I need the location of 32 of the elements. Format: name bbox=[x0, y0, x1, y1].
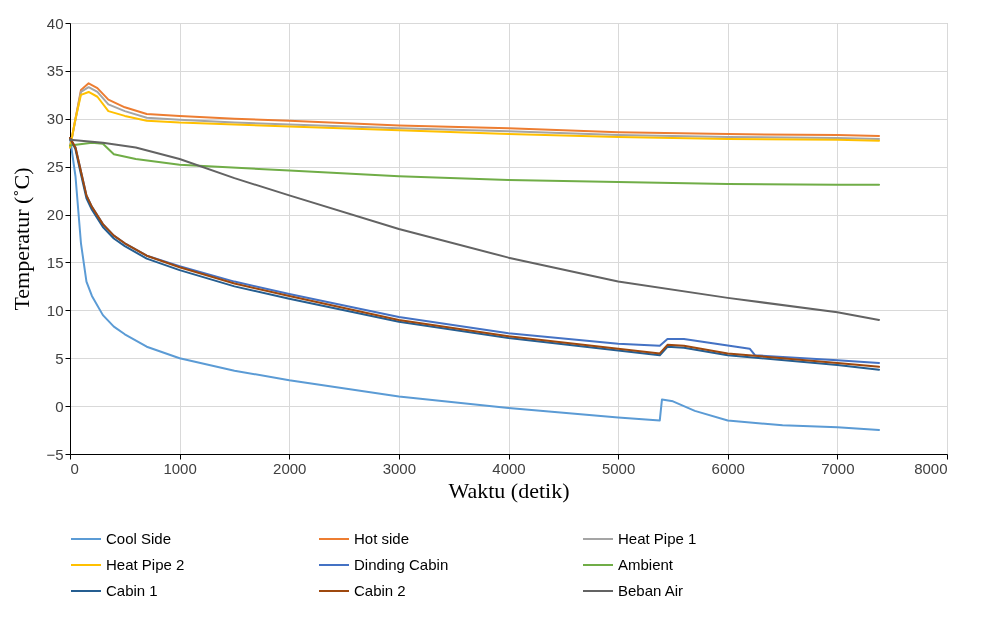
legend-label: Dinding Cabin bbox=[354, 556, 449, 573]
y-tick-label: 35 bbox=[46, 62, 64, 80]
y-axis-title: Temperatur (˚C) bbox=[9, 167, 35, 311]
y-tick-label: 25 bbox=[46, 158, 64, 176]
x-axis-title: Waktu (detik) bbox=[448, 477, 570, 503]
line-series bbox=[69, 138, 881, 321]
x-tick-label: 1000 bbox=[163, 459, 197, 477]
legend-label: Heat Pipe 2 bbox=[106, 556, 185, 573]
legend-label: Ambient bbox=[618, 556, 674, 573]
y-tick-label: 30 bbox=[46, 110, 64, 128]
legend-label: Heat Pipe 1 bbox=[618, 530, 697, 547]
legend-label: Beban Air bbox=[618, 582, 684, 599]
line-series bbox=[69, 141, 881, 186]
legend-label: Cabin 1 bbox=[106, 582, 158, 599]
y-tick-label: 0 bbox=[55, 397, 64, 415]
x-tick-label: 6000 bbox=[711, 459, 745, 477]
y-tick-label: 5 bbox=[55, 349, 64, 367]
y-tick-label: −5 bbox=[46, 445, 64, 463]
legend-label: Cool Side bbox=[106, 530, 172, 547]
x-tick-label: 0 bbox=[70, 459, 79, 477]
y-tick-label: 15 bbox=[46, 253, 64, 271]
legend-label: Cabin 2 bbox=[354, 582, 406, 599]
y-tick-label: 40 bbox=[46, 14, 64, 32]
x-tick-label: 3000 bbox=[382, 459, 417, 477]
x-tick-label: 2000 bbox=[273, 459, 307, 477]
x-tick-label: 8000 bbox=[914, 459, 948, 477]
legend-label: Hot side bbox=[354, 530, 410, 547]
x-tick-label: 4000 bbox=[492, 459, 526, 477]
y-tick-label: 10 bbox=[46, 301, 64, 319]
x-tick-label: 5000 bbox=[601, 459, 636, 477]
x-tick-label: 7000 bbox=[821, 459, 855, 477]
y-tick-label: 20 bbox=[46, 206, 64, 224]
